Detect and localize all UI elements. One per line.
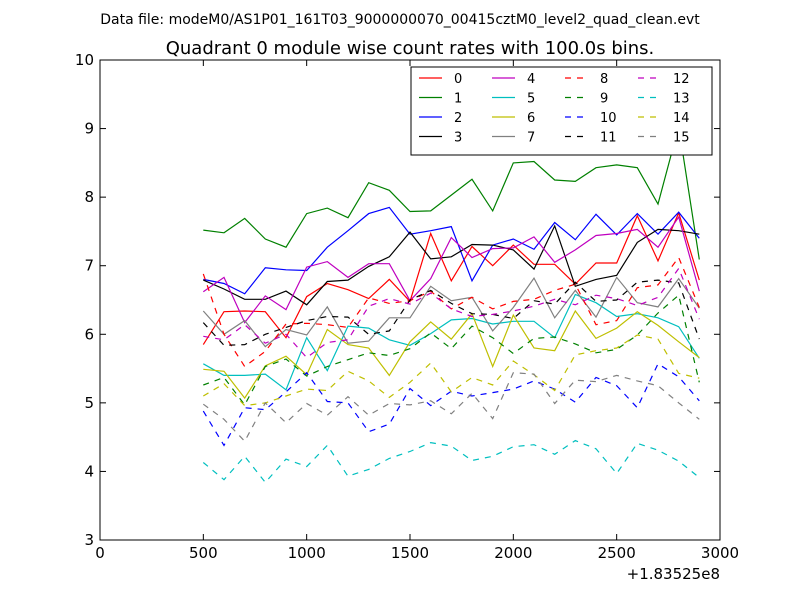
legend-label-15: 15 xyxy=(673,131,690,146)
series-line-13 xyxy=(202,439,700,484)
x-tick-label: 500 xyxy=(189,544,218,562)
x-tick-label: 2000 xyxy=(494,544,532,562)
series-line-15 xyxy=(202,372,700,443)
series-line-10 xyxy=(202,362,700,447)
legend-label-6: 6 xyxy=(527,111,535,126)
series-line-11 xyxy=(202,279,700,346)
series-line-2 xyxy=(203,206,700,295)
series-line-6 xyxy=(203,309,700,400)
legend-label-12: 12 xyxy=(673,72,690,87)
series-line-4 xyxy=(202,215,700,324)
x-tick-label: 3000 xyxy=(701,544,739,562)
series-line-9 xyxy=(203,294,700,407)
y-tick-label: 6 xyxy=(84,325,94,343)
legend-label-10: 10 xyxy=(600,111,617,126)
plot-frame xyxy=(99,59,721,541)
figure-suptitle: Data file: modeM0/AS1P01_161T03_90000000… xyxy=(100,12,700,28)
series-line-3 xyxy=(203,224,700,306)
y-tick-label: 8 xyxy=(84,188,94,206)
legend-label-9: 9 xyxy=(600,92,608,107)
chart-title: Quadrant 0 module wise count rates with … xyxy=(166,38,655,59)
y-tick-label: 10 xyxy=(75,51,94,69)
x-tick-label: 1000 xyxy=(288,544,326,562)
x-tick-label: 2500 xyxy=(598,544,636,562)
legend-label-5: 5 xyxy=(527,92,535,107)
y-tick-label: 3 xyxy=(84,531,94,549)
y-tick-label: 7 xyxy=(84,257,94,275)
legend-label-14: 14 xyxy=(673,111,690,126)
series-line-8 xyxy=(202,256,700,368)
x-tick-label: 1500 xyxy=(391,544,429,562)
y-tick-label: 9 xyxy=(84,120,94,138)
series-line-12 xyxy=(203,267,700,359)
legend-label-4: 4 xyxy=(527,72,535,87)
legend-label-11: 11 xyxy=(600,131,617,146)
series-line-14 xyxy=(202,334,700,407)
legend-label-1: 1 xyxy=(454,92,462,107)
plot-lines xyxy=(202,126,700,484)
legend-frame xyxy=(410,66,713,156)
legend-label-13: 13 xyxy=(673,92,690,107)
legend-label-3: 3 xyxy=(454,131,462,146)
series-line-7 xyxy=(202,276,700,348)
y-tick-label: 5 xyxy=(84,394,94,412)
x-tick-label: 0 xyxy=(95,544,105,562)
legend-label-8: 8 xyxy=(600,72,608,87)
series-line-5 xyxy=(203,293,700,391)
x-axis-offset-label: +1.83525e8 xyxy=(627,565,720,583)
series-line-0 xyxy=(202,211,700,345)
legend-label-2: 2 xyxy=(454,111,462,126)
series-line-1 xyxy=(203,126,700,260)
legend-label-7: 7 xyxy=(527,131,535,146)
y-tick-label: 4 xyxy=(84,462,94,480)
legend-label-0: 0 xyxy=(454,72,462,87)
